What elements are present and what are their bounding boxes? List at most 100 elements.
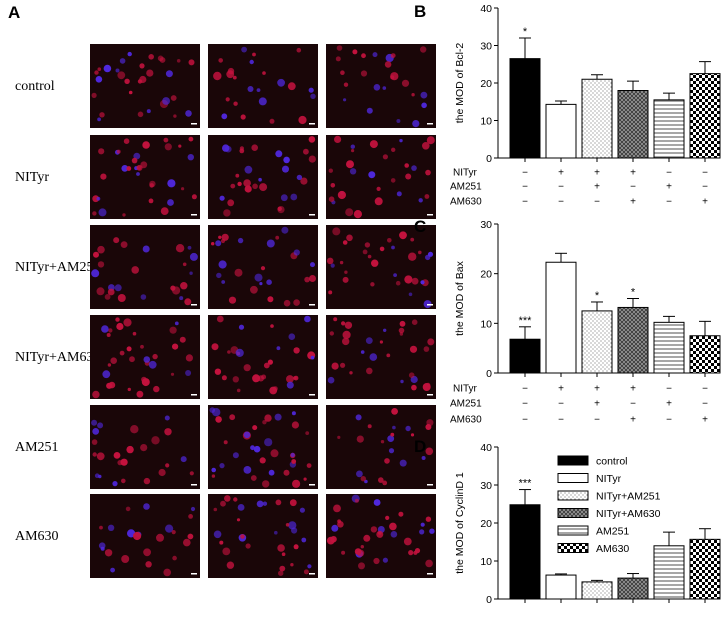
- condition-label: NITyr: [453, 168, 478, 179]
- condition-sign: −: [666, 168, 672, 179]
- row-label: NITyr+AM630: [15, 350, 100, 365]
- legend-label: NITyr+AM251: [596, 491, 661, 503]
- condition-sign: +: [666, 182, 672, 193]
- legend-label: NITyr: [596, 473, 622, 485]
- y-tick-label: 20: [480, 518, 492, 530]
- row-label: NITyr: [15, 170, 49, 185]
- micrograph: [90, 405, 200, 489]
- condition-sign: −: [522, 197, 528, 208]
- y-tick-label: 10: [480, 556, 492, 568]
- condition-sign: +: [558, 384, 564, 395]
- condition-sign: −: [594, 415, 600, 426]
- row-label: control: [15, 79, 55, 94]
- micrograph: [90, 135, 200, 219]
- y-axis-label: the MOD of Bax: [454, 260, 466, 335]
- micrograph: [90, 494, 200, 578]
- bar: [545, 574, 577, 600]
- y-tick-label: 30: [480, 41, 492, 53]
- micrograph: [208, 225, 318, 309]
- micrograph: [326, 315, 436, 399]
- condition-label: NITyr: [453, 384, 478, 395]
- y-tick-label: 20: [480, 269, 492, 281]
- micrograph: [208, 405, 318, 489]
- condition-sign: +: [558, 168, 564, 179]
- bar: [581, 310, 613, 374]
- bar: [545, 103, 577, 159]
- y-tick-label: 10: [480, 116, 492, 128]
- bar: [581, 581, 613, 600]
- condition-sign: +: [666, 399, 672, 410]
- bar: [509, 338, 541, 374]
- condition-sign: −: [702, 384, 708, 395]
- bar: [509, 58, 541, 159]
- micrograph: [326, 135, 436, 219]
- condition-label: AM251: [450, 399, 482, 410]
- condition-sign: +: [594, 182, 600, 193]
- micrograph: [90, 315, 200, 399]
- y-tick-label: 0: [486, 153, 492, 165]
- significance-marker: *: [523, 26, 528, 38]
- condition-sign: −: [558, 399, 564, 410]
- bar: [653, 99, 685, 159]
- micrograph-grid: control NITyr NITyr+AM251 NITyr+AM630 AM251 A…: [15, 44, 436, 578]
- micrograph: [208, 135, 318, 219]
- bar: [653, 545, 685, 600]
- bar: [689, 73, 721, 159]
- legend-label: AM630: [596, 543, 629, 555]
- condition-sign: −: [702, 168, 708, 179]
- condition-sign: −: [558, 182, 564, 193]
- significance-marker: *: [631, 287, 636, 299]
- bar: [617, 306, 649, 374]
- micrograph: [208, 44, 318, 128]
- row-label: AM251: [15, 440, 59, 455]
- condition-sign: −: [630, 399, 636, 410]
- condition-sign: −: [558, 197, 564, 208]
- condition-sign: −: [666, 197, 672, 208]
- y-tick-label: 0: [486, 594, 492, 606]
- panel-label-d: D: [414, 437, 426, 456]
- legend-swatch: [557, 473, 589, 483]
- row-label: AM630: [15, 529, 59, 544]
- bar: [545, 261, 577, 374]
- condition-sign: +: [630, 197, 636, 208]
- significance-marker: ***: [519, 315, 533, 327]
- legend-swatch: [557, 543, 589, 553]
- condition-sign: +: [702, 415, 708, 426]
- condition-sign: +: [594, 168, 600, 179]
- legend-label: AM251: [596, 526, 629, 538]
- condition-sign: −: [666, 384, 672, 395]
- condition-sign: +: [630, 168, 636, 179]
- condition-sign: −: [522, 384, 528, 395]
- legend: control NITyr NITyr+AM251 NITyr+AM630 AM251 A…: [557, 455, 661, 555]
- condition-label: AM251: [450, 182, 482, 193]
- condition-sign: −: [630, 182, 636, 193]
- y-tick-label: 0: [486, 368, 492, 380]
- condition-sign: −: [522, 399, 528, 410]
- legend-label: NITyr+AM630: [596, 508, 661, 520]
- micrograph: [326, 494, 436, 578]
- micrograph: [208, 315, 318, 399]
- condition-sign: −: [522, 415, 528, 426]
- condition-sign: −: [522, 168, 528, 179]
- condition-label: AM630: [450, 197, 482, 208]
- legend-swatch: [557, 525, 589, 536]
- condition-sign: +: [702, 197, 708, 208]
- condition-sign: +: [630, 384, 636, 395]
- condition-sign: −: [702, 399, 708, 410]
- bar: [689, 335, 721, 374]
- significance-marker: *: [595, 290, 600, 302]
- y-tick-label: 30: [480, 480, 492, 492]
- micrograph: [326, 405, 436, 489]
- legend-swatch: [557, 508, 589, 518]
- legend-swatch: [557, 455, 589, 466]
- condition-sign: −: [558, 415, 564, 426]
- y-tick-label: 40: [480, 442, 492, 454]
- row-label: NITyr+AM251: [15, 260, 100, 275]
- panel-label-b: B: [414, 2, 426, 21]
- bar: [653, 321, 685, 374]
- condition-sign: +: [594, 399, 600, 410]
- bar: [617, 90, 649, 159]
- condition-sign: −: [594, 197, 600, 208]
- chart-b: 0 10 20 30 40 the MOD of Bcl-2 * NITyr − + + + − − AM2…: [450, 3, 721, 208]
